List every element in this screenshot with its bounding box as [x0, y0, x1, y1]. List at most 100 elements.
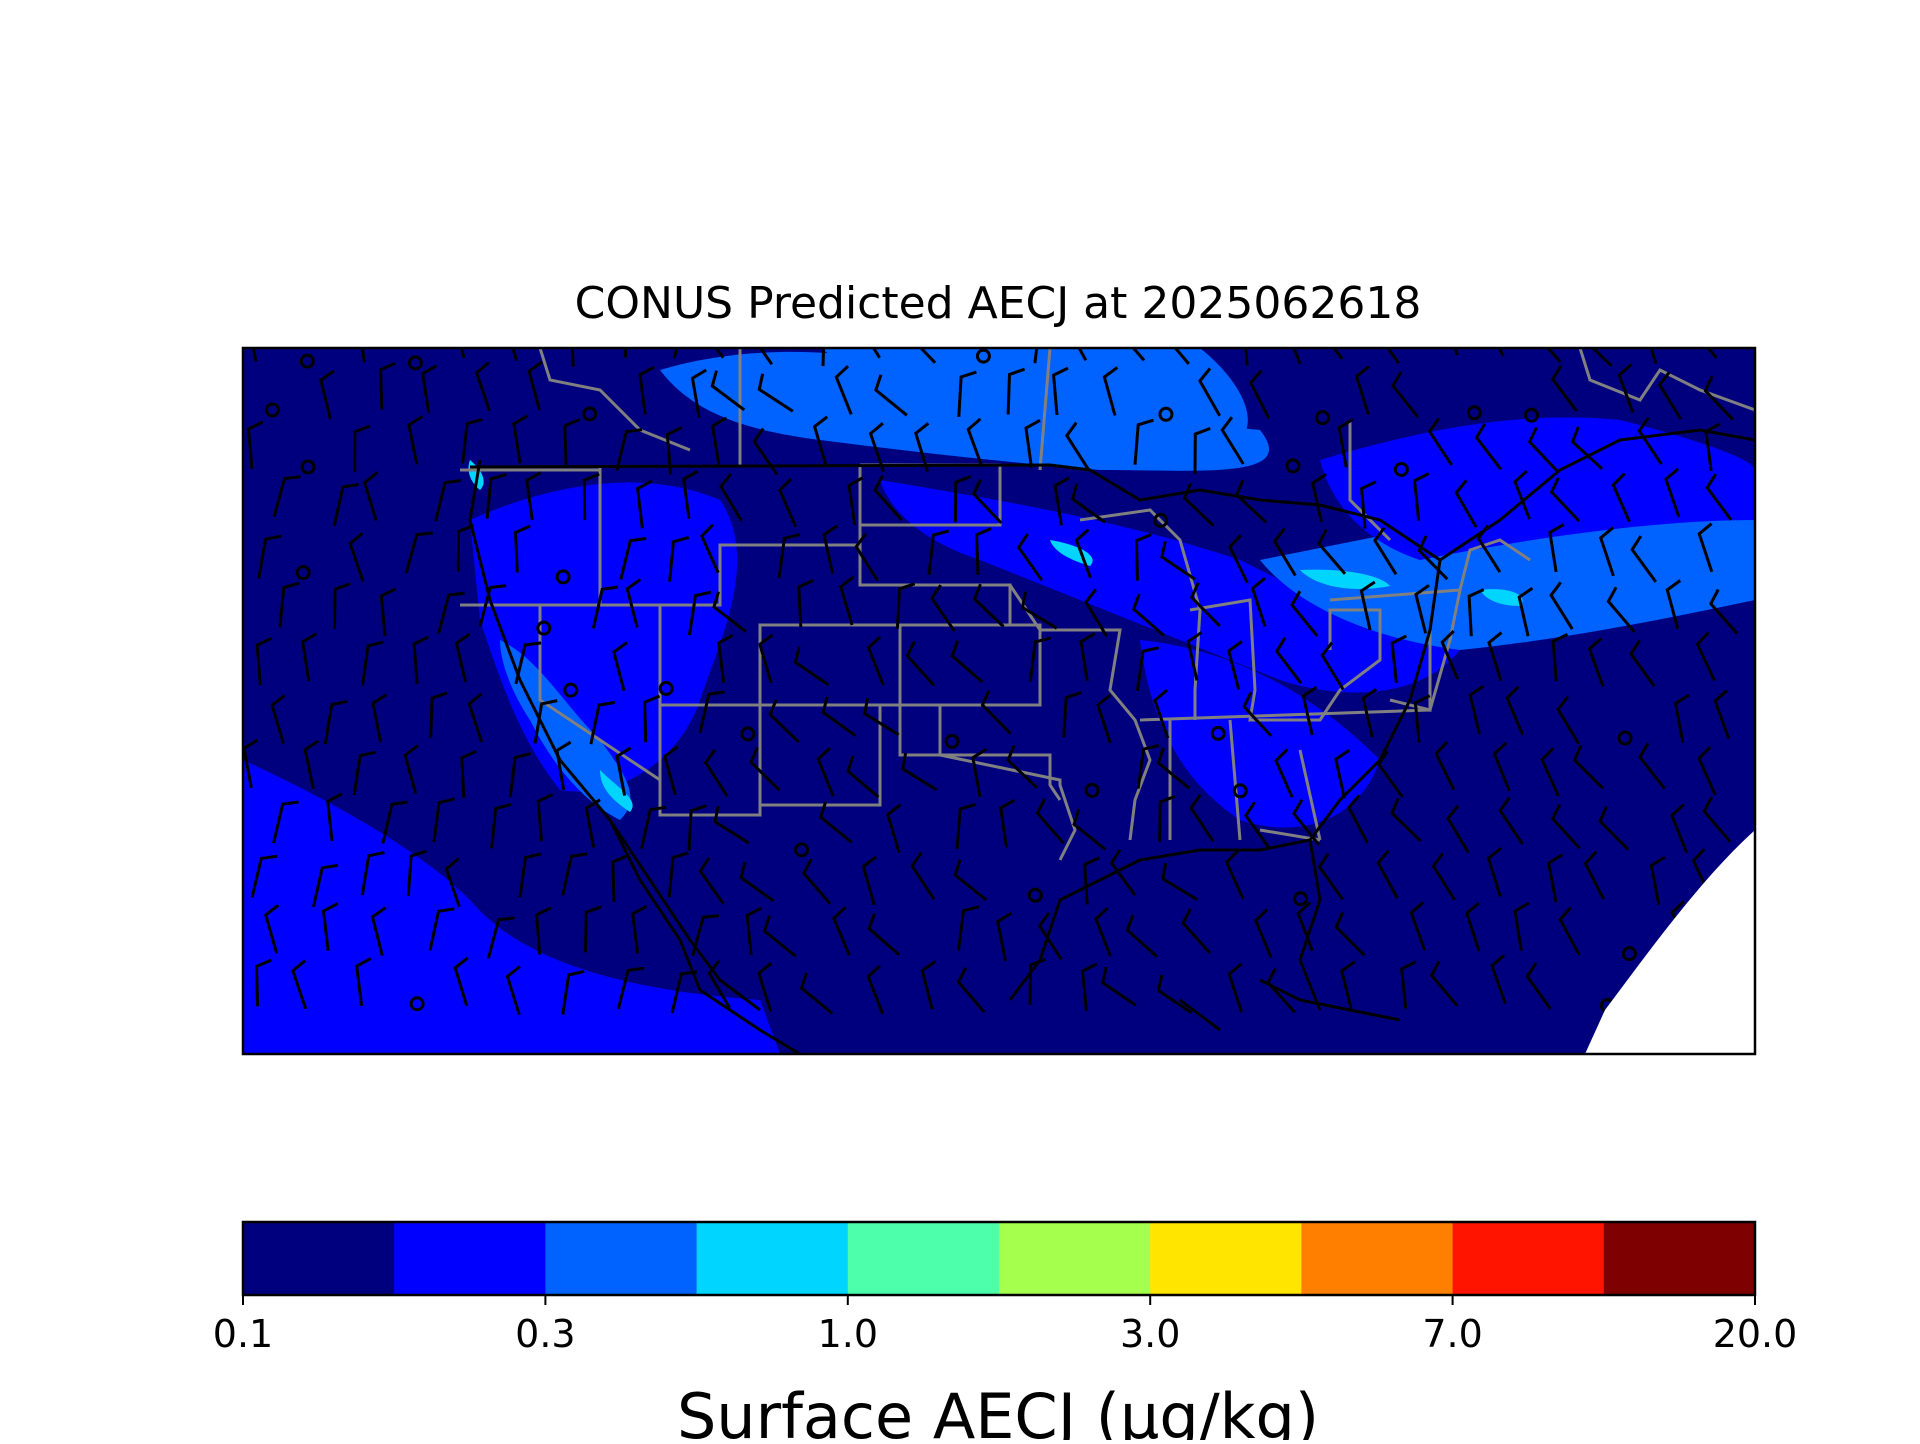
wind-barb [816, 747, 835, 797]
wind-barb [1033, 348, 1039, 364]
colorbar-swatch [999, 1222, 1151, 1295]
colorbar-swatch [1603, 1222, 1756, 1295]
wind-barb [793, 646, 830, 687]
wind-barb [1173, 348, 1190, 365]
wind-barb [1193, 426, 1211, 475]
wind-barb [895, 582, 916, 629]
wind-barb [758, 348, 774, 366]
calm-wind-circle [1232, 783, 1248, 799]
gulf-coast [1008, 838, 1311, 1001]
wind-barb [513, 524, 531, 573]
wind-barb [1572, 744, 1604, 790]
colorbar-tick-label: 1.0 [818, 1312, 878, 1356]
wind-barb [1390, 797, 1422, 843]
wind-barb [799, 972, 834, 1015]
wind-barb [1413, 694, 1431, 743]
calm-wind-circle [1393, 461, 1409, 477]
wind-barb [1062, 691, 1082, 738]
wind-barb [1334, 911, 1366, 957]
wind-barb [1266, 967, 1296, 1014]
wind-barb [1490, 954, 1507, 1004]
wind-barb [1024, 418, 1041, 468]
wind-barb [1446, 804, 1470, 854]
wind-barb [263, 904, 280, 954]
wind-barb [1427, 417, 1453, 466]
wind-barb [1547, 853, 1564, 903]
colorbar-swatch [1301, 1222, 1454, 1295]
colorbar-frame [241, 1220, 1757, 1297]
calm-wind-circle [295, 565, 311, 581]
wind-barb [611, 854, 629, 903]
wind-barb [589, 700, 616, 745]
wind-barb [1429, 960, 1459, 1007]
wind-barb [591, 585, 619, 629]
wind-barb [1006, 744, 1039, 789]
wind-barb [1080, 962, 1098, 1012]
wind-barb [301, 632, 318, 682]
wind-barb [975, 527, 992, 575]
wind-barb [371, 693, 388, 743]
wind-barb [1386, 348, 1400, 365]
wind-barb [1186, 631, 1203, 681]
wind-barb [886, 803, 902, 854]
wind-barb [778, 477, 798, 528]
wind-barb [1070, 483, 1107, 524]
wind-barb [352, 750, 377, 796]
wind-barb [1637, 416, 1663, 466]
wind-barb [407, 415, 424, 465]
wind-barb [768, 699, 800, 744]
wind-barb [1540, 747, 1560, 797]
wind-barb [1558, 906, 1581, 956]
wind-barb [700, 523, 720, 574]
wind-barb [821, 348, 826, 367]
wind-barb [1498, 796, 1524, 845]
wind-barb [955, 802, 977, 850]
wind-barb [570, 348, 575, 367]
calm-wind-circle [1027, 887, 1043, 903]
wind-barb [272, 800, 299, 844]
wind-barb [1702, 796, 1732, 843]
wind-barb [1373, 526, 1398, 576]
wind-barb [777, 533, 801, 579]
wind-barb [1016, 533, 1044, 581]
colorbar-tick-label: 3.0 [1120, 1312, 1180, 1356]
wind-barb [1617, 363, 1635, 414]
wind-barb [839, 575, 855, 626]
wind-barb [713, 805, 750, 845]
wind-barb [971, 478, 1003, 525]
concentration-field [243, 348, 1755, 1054]
wind-barb [333, 582, 351, 630]
wind-barb [861, 855, 878, 906]
colorbar-ticks: 0.1 0.3 1.0 3.0 7.0 20.0 [213, 1295, 1797, 1356]
boundary-ohio-valley [1189, 598, 1382, 722]
wind-barb [834, 365, 853, 415]
wind-barb [561, 969, 585, 1015]
wind-barb [1590, 348, 1613, 367]
wind-barb [1317, 528, 1347, 575]
baja-peninsula [608, 819, 761, 1012]
wind-barb [454, 632, 471, 683]
wind-barb [1400, 960, 1417, 1009]
wind-barb [874, 374, 908, 417]
calm-wind-circle [1524, 407, 1540, 423]
colorbar: 0.1 0.3 1.0 3.0 7.0 20.0 Surface AECJ (μg/kg) [213, 1220, 1797, 1444]
wind-barb [379, 587, 397, 637]
wind-barb [905, 640, 936, 687]
wind-barb [1311, 472, 1328, 523]
wind-barb [536, 792, 554, 842]
wind-barb [505, 965, 521, 1016]
wind-barb [490, 802, 512, 849]
wind-barb [1505, 685, 1524, 736]
wind-barb [1664, 467, 1681, 518]
colorbar-swatch [847, 1222, 1000, 1295]
calm-wind-circle [1315, 410, 1331, 426]
wind-barb [1250, 577, 1267, 627]
wind-barb [1548, 523, 1565, 573]
wind-barb [957, 905, 980, 951]
wind-barb [762, 915, 797, 958]
field-pacific-plume-2 [380, 950, 600, 1054]
wind-barb [710, 416, 728, 466]
wind-barb [1476, 524, 1502, 573]
calm-wind-markers [264, 348, 1637, 1013]
